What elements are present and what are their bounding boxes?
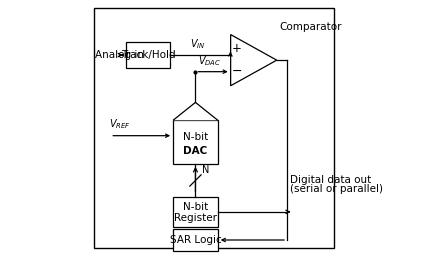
Polygon shape bbox=[173, 102, 218, 120]
Text: Digital data out: Digital data out bbox=[289, 175, 371, 186]
Text: Comparator: Comparator bbox=[279, 22, 342, 32]
Bar bbox=[173, 197, 218, 227]
Text: Track/Hold: Track/Hold bbox=[121, 50, 175, 60]
Polygon shape bbox=[231, 35, 277, 86]
Text: Analog in: Analog in bbox=[95, 50, 144, 60]
Bar bbox=[126, 42, 170, 68]
Text: −: − bbox=[232, 65, 242, 78]
Text: $V_{DAC}$: $V_{DAC}$ bbox=[198, 54, 221, 68]
Text: SAR Logic: SAR Logic bbox=[169, 235, 221, 245]
Text: N-bit: N-bit bbox=[183, 132, 208, 142]
Text: N: N bbox=[202, 165, 210, 175]
Text: Register: Register bbox=[174, 213, 217, 223]
Text: $V_{REF}$: $V_{REF}$ bbox=[109, 117, 131, 131]
Text: N-bit: N-bit bbox=[183, 202, 208, 212]
Bar bbox=[173, 229, 218, 251]
Text: +: + bbox=[232, 42, 242, 55]
Text: (serial or parallel): (serial or parallel) bbox=[289, 184, 383, 195]
Text: $V_{IN}$: $V_{IN}$ bbox=[190, 37, 206, 51]
Bar bbox=[173, 120, 218, 164]
Text: DAC: DAC bbox=[183, 146, 208, 156]
